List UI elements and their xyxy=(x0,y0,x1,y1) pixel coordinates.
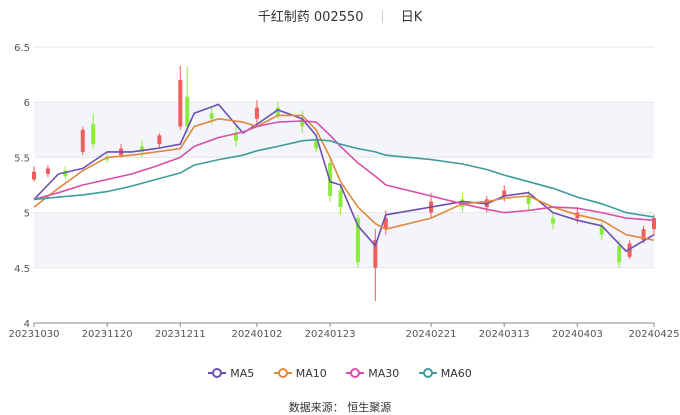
candle-body xyxy=(32,171,36,180)
plot-bands xyxy=(34,102,654,268)
grid-lines xyxy=(34,46,654,324)
legend-marker-icon xyxy=(273,368,292,378)
y-axis: 6.5 6 5.5 5 4.5 4 xyxy=(14,43,30,330)
legend-item-ma5[interactable]: MA5 xyxy=(208,367,254,380)
y-tick-label: 5.5 xyxy=(14,153,30,164)
candle-body xyxy=(63,170,68,177)
chart-title-text: 千红制药 002550 xyxy=(257,10,364,25)
candle-body xyxy=(652,218,656,230)
legend: MA5 MA10 MA30 MA60 xyxy=(0,367,680,380)
y-tick-label: 4 xyxy=(24,319,30,330)
y-tick-label: 6.5 xyxy=(14,43,30,54)
legend-label: MA5 xyxy=(230,367,255,380)
candle-body xyxy=(300,118,305,127)
candle-body xyxy=(627,243,632,257)
candle-body xyxy=(526,196,531,204)
y-tick-label: 4.5 xyxy=(14,264,30,275)
ma-lines xyxy=(33,103,655,252)
candle-body xyxy=(383,218,388,230)
x-tick-label: 20231211 xyxy=(155,329,206,340)
candle-body xyxy=(275,107,280,116)
candle-body xyxy=(80,129,85,152)
x-tick-label: 20231120 xyxy=(82,329,133,340)
title-separator xyxy=(381,10,383,23)
x-tick-label: 20240403 xyxy=(552,329,603,340)
candle-body xyxy=(373,240,378,268)
legend-marker-icon xyxy=(346,368,365,378)
legend-item-ma60[interactable]: MA60 xyxy=(418,367,472,380)
plot-band xyxy=(34,212,654,268)
legend-item-ma10[interactable]: MA10 xyxy=(273,367,327,380)
candle-body xyxy=(139,146,144,152)
legend-marker-icon xyxy=(418,368,437,378)
y-tick-label: 6 xyxy=(24,98,30,109)
candle-body xyxy=(45,168,50,174)
series-line-ma10 xyxy=(33,114,655,241)
x-tick-label: 20240221 xyxy=(406,329,457,340)
x-tick-label: 20231030 xyxy=(9,329,60,340)
plot-band xyxy=(34,102,654,158)
series-line-ma30 xyxy=(33,120,655,222)
x-tick-label: 20240102 xyxy=(231,329,282,340)
legend-item-ma30[interactable]: MA30 xyxy=(346,367,399,380)
candle-body xyxy=(338,190,343,208)
candle-body xyxy=(178,80,183,127)
x-tick-label: 20240425 xyxy=(629,329,680,340)
candle-body xyxy=(105,157,110,160)
legend-label: MA60 xyxy=(440,367,472,380)
candle-body xyxy=(641,229,646,241)
chart-period: 日K xyxy=(400,10,423,25)
candle-body xyxy=(502,190,507,197)
x-axis: 20231030 20231120 20231211 20240102 20240123… xyxy=(9,322,680,340)
legend-label: MA30 xyxy=(368,367,400,380)
legend-label: MA10 xyxy=(295,367,327,380)
y-tick-label: 5 xyxy=(24,209,30,220)
chart-title: 千红制药 002550 日K xyxy=(0,6,680,25)
candle-body xyxy=(599,225,604,235)
candle-body xyxy=(209,113,214,119)
candle-body xyxy=(234,133,239,141)
x-tick-label: 20240313 xyxy=(479,329,530,340)
candle-body xyxy=(185,96,190,127)
series-line-ma60 xyxy=(33,138,655,218)
candle-body xyxy=(157,135,162,145)
candle-body xyxy=(355,218,360,263)
candle-body xyxy=(91,124,96,145)
candle-body xyxy=(617,245,622,263)
candle-body xyxy=(550,218,555,224)
x-tick-label: 20240123 xyxy=(305,329,356,340)
candle-body xyxy=(314,140,319,149)
candle-body xyxy=(254,107,259,119)
legend-marker-icon xyxy=(208,368,227,378)
data-source: 数据来源： 恒生聚源 xyxy=(288,401,392,414)
